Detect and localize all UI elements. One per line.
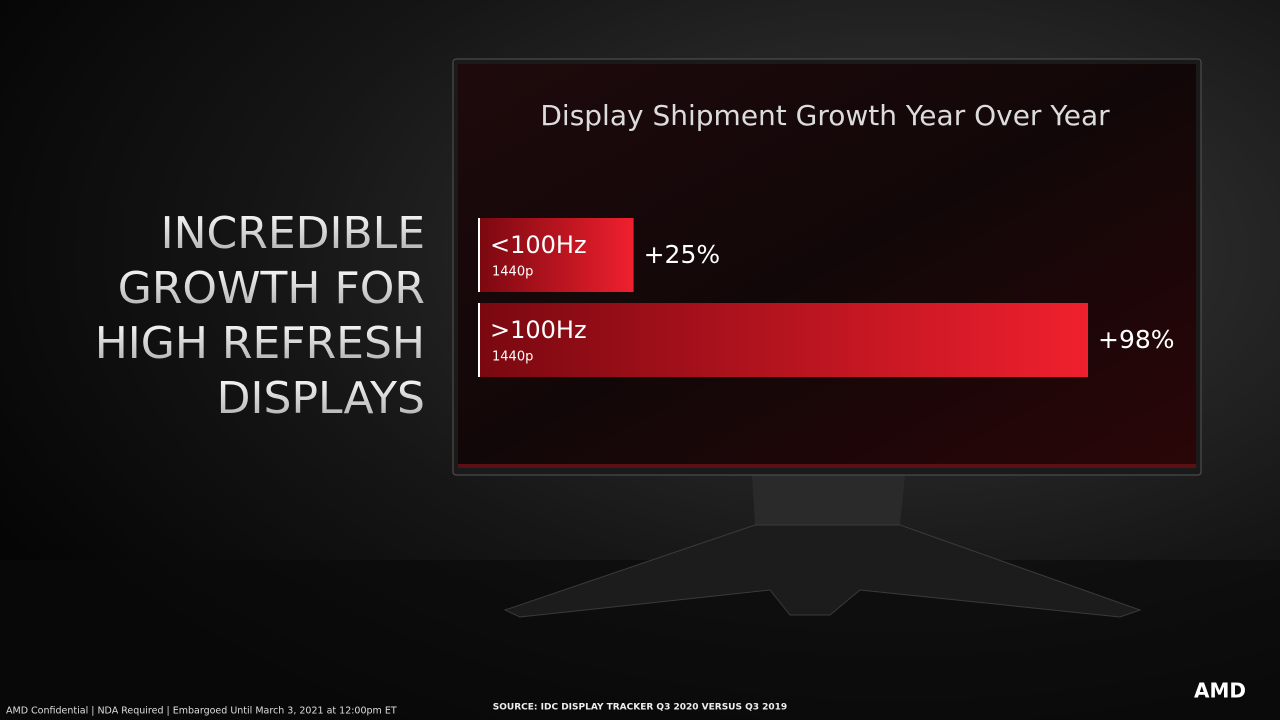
headline-line: HIGH REFRESH xyxy=(95,318,425,369)
footer: AMD Confidential | NDA Required | Embarg… xyxy=(6,706,397,717)
stand-base xyxy=(503,524,1142,618)
bar-edge xyxy=(478,303,480,377)
value-label: +25% xyxy=(644,240,721,269)
category-label: <100Hz xyxy=(490,231,587,259)
category-label: >100Hz xyxy=(490,316,587,344)
source: SOURCE: IDC DISPLAY TRACKER Q3 2020 VERS… xyxy=(493,703,787,713)
bar xyxy=(478,218,634,292)
headline-line: INCREDIBLE xyxy=(161,208,425,259)
subcategory-label: 1440p xyxy=(492,265,533,280)
value-label: +98% xyxy=(1098,325,1175,354)
logo: AMD xyxy=(1194,679,1246,703)
headline-line: DISPLAYS xyxy=(217,373,425,424)
chart: Display Shipment Growth Year Over Year <… xyxy=(478,99,1175,377)
bar xyxy=(478,303,1088,377)
stand-neck xyxy=(752,475,905,525)
monitor-strip xyxy=(458,464,1196,468)
headline-line: GROWTH FOR xyxy=(118,263,425,314)
subcategory-label: 1440p xyxy=(492,350,533,365)
bar-edge xyxy=(478,218,480,292)
chart-title: Display Shipment Growth Year Over Year xyxy=(540,99,1110,132)
